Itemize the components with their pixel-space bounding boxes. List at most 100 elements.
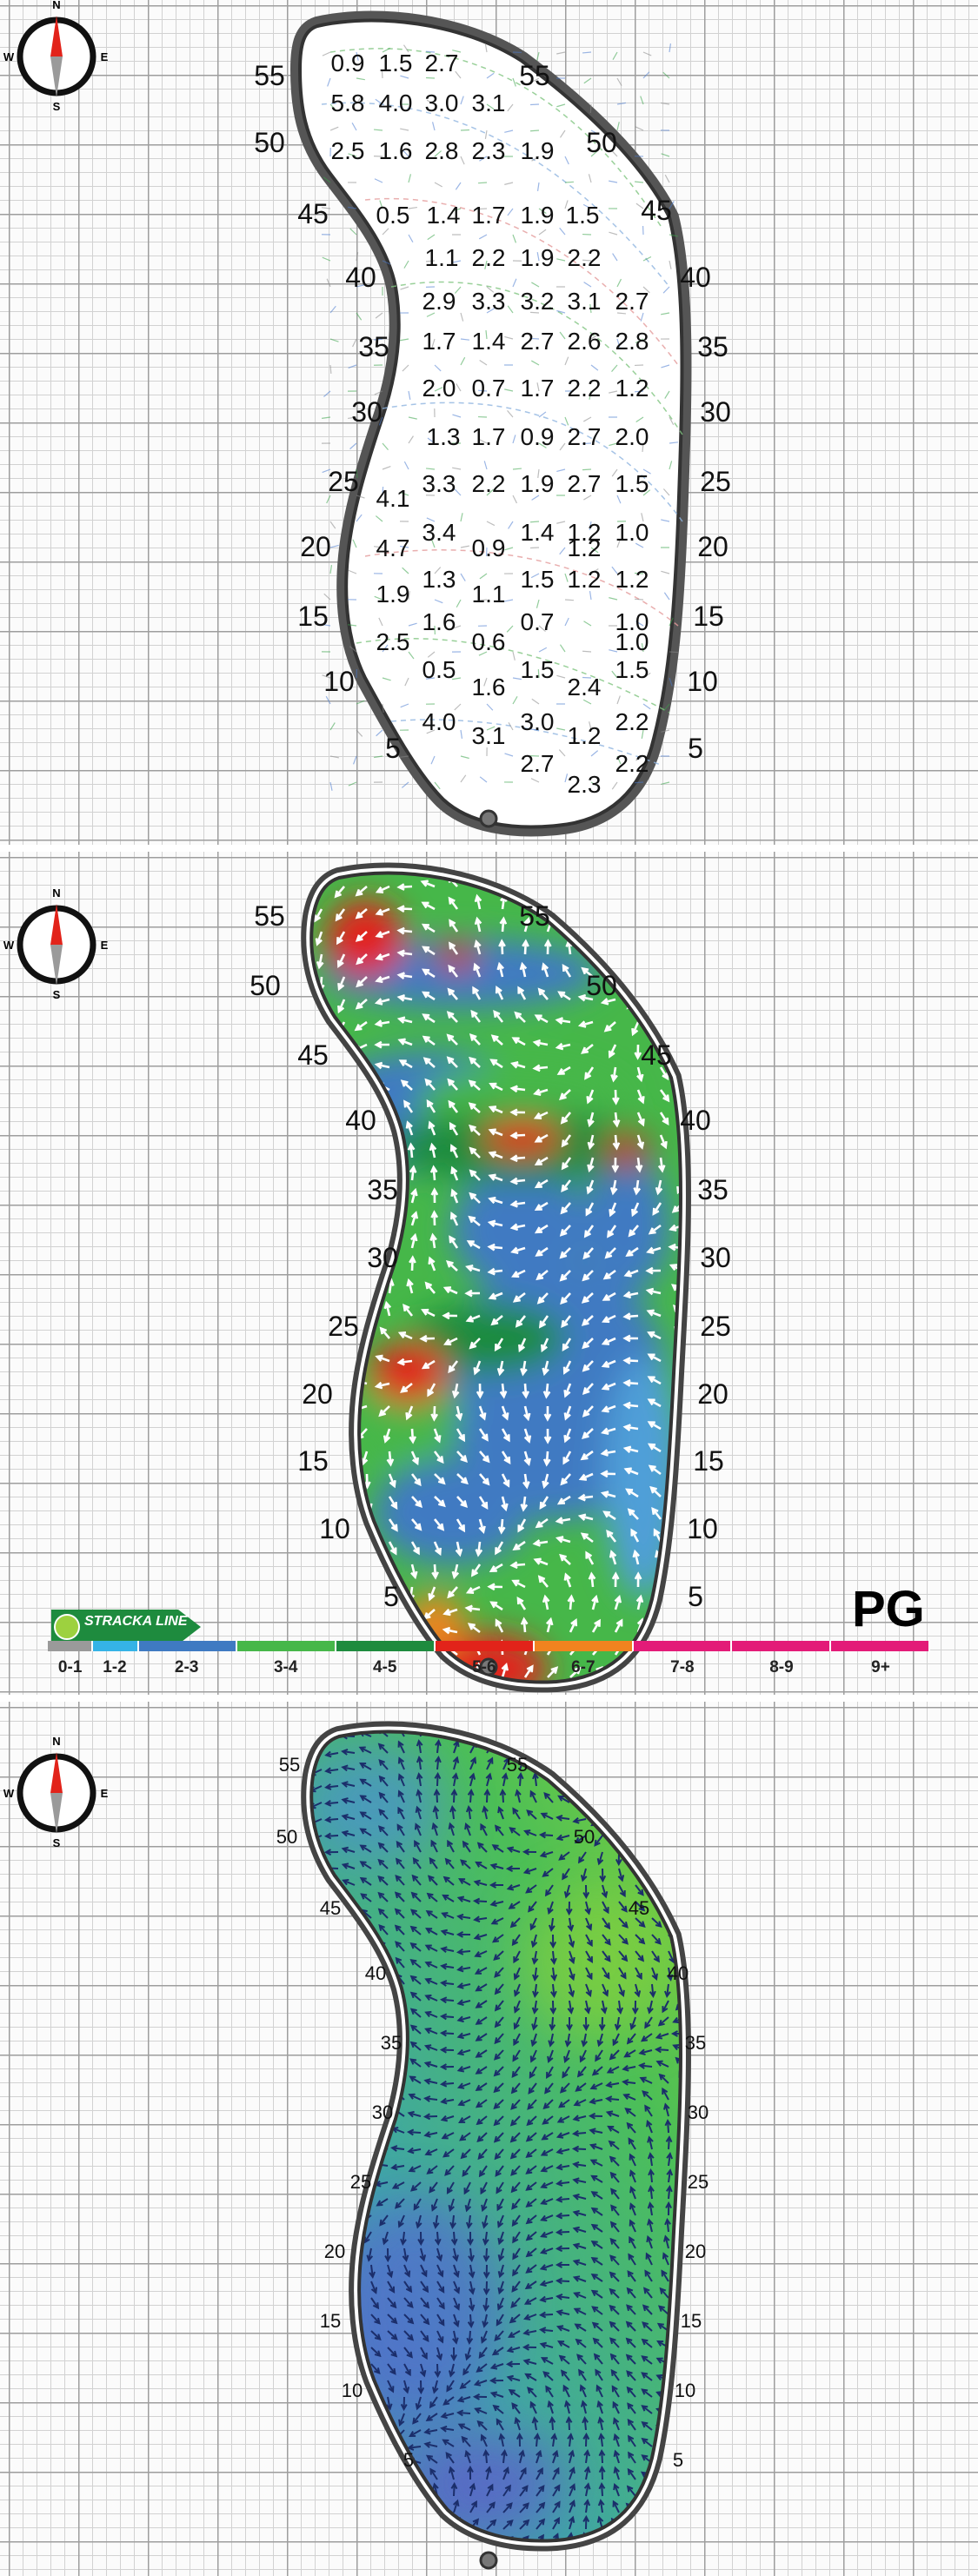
slope-arrow <box>351 1988 356 2002</box>
slope-value: 0.9 <box>521 423 555 450</box>
slope-arrow-head <box>359 1763 367 1769</box>
slope-arrow <box>443 2396 455 2406</box>
slope-arrow-head <box>577 1856 585 1864</box>
slope-arrow-head <box>662 1072 669 1081</box>
slope-arrow-head <box>472 986 480 994</box>
slope-arrow-head <box>403 1304 410 1312</box>
slope-arrow-head <box>671 1904 679 1912</box>
slope-arrow <box>453 2297 460 2310</box>
slope-arrow <box>516 1790 521 1803</box>
slope-arrow <box>427 437 436 444</box>
slope-arrow-head <box>575 2085 582 2092</box>
slope-arrow-head <box>556 2180 563 2187</box>
slope-arrow-head <box>604 1955 611 1962</box>
slope-arrow <box>582 468 592 471</box>
slope-arrow-head <box>347 1259 356 1268</box>
slope-arrow <box>383 2005 389 2018</box>
slope-arrow-head <box>341 2214 349 2221</box>
slope-arrow-head <box>609 2155 616 2163</box>
slope-arrow-head <box>606 2067 614 2074</box>
slope-arrow <box>367 2429 372 2442</box>
slope-arrow-head <box>449 919 456 927</box>
slope-arrow <box>642 71 650 79</box>
slope-arrow <box>441 2082 455 2086</box>
slope-arrow <box>611 1731 620 1737</box>
slope-arrow <box>395 1942 405 1952</box>
slope-arrow-head <box>607 1230 615 1238</box>
slope-arrow <box>536 182 540 191</box>
slope-arrow <box>641 643 644 653</box>
slope-arrow-head <box>654 2046 662 2054</box>
slope-arrow-head <box>340 1165 348 1173</box>
slope-arrow-head <box>397 1789 404 1797</box>
slope-arrow <box>426 729 436 734</box>
slope-arrow-head <box>324 1783 332 1790</box>
slope-arrow-head <box>374 1061 383 1070</box>
slope-arrow-head <box>522 2343 530 2351</box>
slope-arrow <box>556 258 566 262</box>
slope-arrow-head <box>531 1957 539 1965</box>
slope-arrow-head <box>563 1390 571 1398</box>
slope-arrow <box>607 1802 620 1809</box>
slope-arrow <box>378 416 383 426</box>
slope-arrow-head <box>573 2307 581 2314</box>
slope-arrow <box>585 2450 589 2464</box>
legend-swatch <box>633 1641 733 1651</box>
slope-arrow-head <box>497 2287 504 2295</box>
slope-arrow-head <box>314 914 322 923</box>
slope-arrow <box>323 593 331 601</box>
slope-arrow-head <box>429 1232 437 1241</box>
slope-arrow <box>311 2231 323 2234</box>
slope-arrow <box>316 1586 323 1600</box>
slope-arrow <box>365 1281 374 1294</box>
slope-arrow-head <box>347 1237 356 1245</box>
slope-arrow-head <box>321 2119 328 2128</box>
slope-arrow-head <box>464 1822 471 1830</box>
slope-arrow-head <box>390 1501 398 1510</box>
slope-arrow <box>609 2321 620 2332</box>
slope-arrow-head <box>647 1376 655 1384</box>
slope-arrow <box>320 1213 329 1226</box>
slope-arrow <box>556 2198 570 2201</box>
slope-arrow-head <box>451 1570 460 1580</box>
slope-value: 3.0 <box>425 90 459 116</box>
slope-arrow-head <box>525 2250 533 2258</box>
slope-arrow <box>512 495 518 504</box>
slope-arrow <box>452 467 462 470</box>
slope-arrow <box>675 976 681 989</box>
compass-n: N <box>52 0 60 11</box>
slope-arrow-head <box>626 2485 634 2493</box>
slope-arrow <box>656 1752 669 1757</box>
slope-arrow <box>542 2357 554 2365</box>
slope-arrow <box>329 521 336 529</box>
slope-arrow-head <box>569 2466 575 2474</box>
slope-arrow-head <box>579 2384 586 2392</box>
slope-arrow-head <box>613 2417 620 2425</box>
slope-arrow <box>343 1831 356 1836</box>
slope-value: 2.8 <box>425 137 459 164</box>
slope-arrow-head <box>553 2466 560 2474</box>
slope-arrow-head <box>539 2295 547 2303</box>
slope-arrow-head <box>560 1297 568 1305</box>
slope-arrow-head <box>410 1211 419 1219</box>
slope-arrow <box>509 2389 521 2398</box>
slope-arrow-head <box>635 1594 644 1603</box>
slope-arrow <box>321 2105 329 2117</box>
slope-arrow-head <box>394 1891 402 1899</box>
slope-arrow-head <box>315 938 323 946</box>
slope-arrow-head <box>493 2069 501 2077</box>
slope-arrow-head <box>588 1571 596 1580</box>
slope-arrow-head <box>598 2433 605 2440</box>
slope-arrow <box>649 975 662 986</box>
slope-arrow <box>556 2214 570 2217</box>
slope-arrow-head <box>568 2449 575 2457</box>
slope-arrow-head <box>311 1898 316 1906</box>
slope-arrow-head <box>651 1506 659 1515</box>
slope-arrow <box>400 286 409 290</box>
slope-arrow <box>685 1869 693 1878</box>
slope-arrow <box>625 1731 636 1737</box>
slope-arrow-head <box>366 2003 374 2011</box>
slope-arrow <box>425 1978 438 1985</box>
slope-arrow-head <box>595 2055 602 2062</box>
